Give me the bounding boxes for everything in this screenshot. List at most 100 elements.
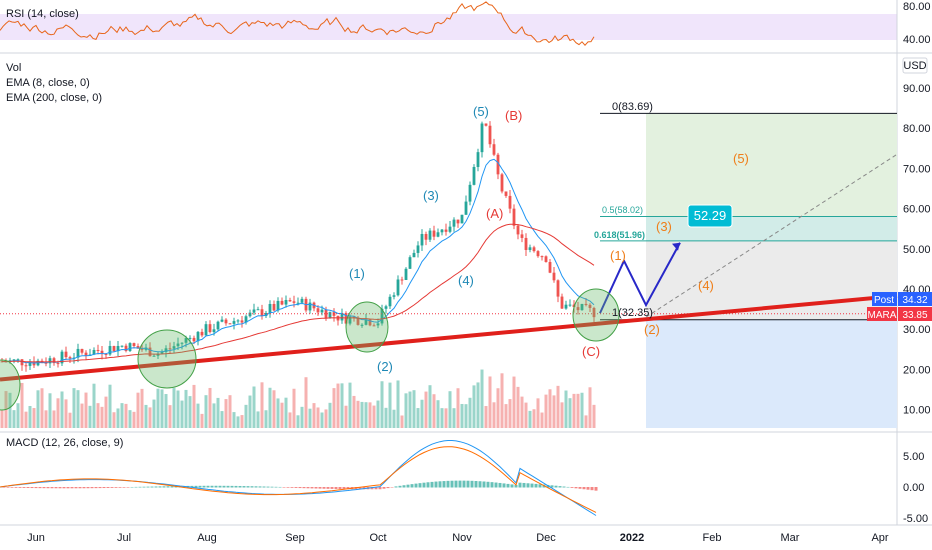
highlight-ellipse	[0, 359, 21, 411]
candle-body	[84, 352, 88, 356]
volume-bar	[356, 400, 360, 428]
volume-bar	[20, 382, 24, 428]
volume-bar	[244, 404, 248, 428]
macd-histogram-bar	[258, 486, 262, 488]
candle-body	[120, 345, 124, 347]
candle-body	[552, 272, 556, 281]
x-tick-label: Jul	[117, 532, 131, 544]
volume-bar	[184, 389, 188, 428]
axes: 90.00 80.00 70.00 60.00 50.00 40.00 30.00 20.00…	[27, 1, 930, 544]
volume-bar	[500, 373, 504, 428]
macd-histogram-bar	[6, 487, 10, 488]
macd-histogram-bar	[374, 487, 378, 490]
volume-bar	[336, 383, 340, 428]
wave-blue-4: (4)	[458, 273, 474, 288]
candle-body	[320, 309, 324, 313]
volume-bar	[564, 390, 568, 428]
macd-histogram-bar	[590, 487, 594, 491]
volume-bar	[372, 405, 376, 428]
volume-bar	[236, 416, 240, 428]
macd-histogram-bar	[442, 481, 446, 488]
candle-body	[448, 226, 452, 232]
volume-bar	[408, 391, 412, 428]
macd-histogram-bar	[90, 487, 94, 489]
macd-histogram-bar	[578, 487, 582, 489]
volume-bar	[208, 387, 212, 428]
wave-blue-1: (1)	[349, 266, 365, 281]
candle-body	[428, 230, 432, 240]
macd-histogram-bar	[234, 485, 238, 488]
candle-body	[212, 329, 216, 333]
macd-histogram-bar	[46, 487, 50, 489]
macd-histogram-bar	[282, 487, 286, 488]
macd-histogram-bar	[150, 486, 154, 488]
volume-bar	[216, 397, 220, 428]
macd-histogram-bar	[218, 485, 222, 488]
volume-bar	[560, 402, 564, 428]
volume-bar	[484, 406, 488, 428]
volume-bar	[428, 385, 432, 428]
wave-blue-3: (3)	[423, 188, 439, 203]
volume-bar	[476, 382, 480, 428]
post-value: 34.32	[902, 295, 927, 306]
volume-bar	[464, 404, 468, 428]
candle-body	[132, 343, 136, 347]
volume-bar	[240, 415, 244, 428]
volume-bar	[580, 392, 584, 428]
wave-orange-3: (3)	[656, 219, 672, 234]
candle-body	[440, 229, 444, 233]
macd-histogram-bar	[398, 485, 402, 488]
macd-histogram-bar	[254, 486, 258, 488]
candle-body	[324, 309, 328, 319]
candle-body	[372, 325, 376, 327]
volume-bar	[316, 407, 320, 428]
candle-body	[164, 348, 168, 352]
candle-body	[328, 312, 332, 319]
volume-bar	[252, 386, 256, 428]
macd-histogram-bar	[10, 487, 14, 488]
macd-histogram-bar	[306, 487, 310, 489]
candle-body	[260, 309, 264, 317]
currency-badge[interactable]	[902, 57, 928, 74]
candle-body	[12, 359, 16, 361]
candle-body	[584, 303, 588, 305]
macd-histogram-bar	[574, 487, 578, 489]
volume-bar	[48, 393, 52, 428]
macd-histogram-bar	[246, 486, 250, 488]
volume-bar	[416, 408, 420, 428]
candle-body	[376, 323, 380, 326]
candle-body	[272, 303, 276, 311]
candle-body	[160, 351, 164, 354]
volume-bar	[480, 369, 484, 428]
volume-bar	[96, 403, 100, 428]
macd-legend: MACD (12, 26, close, 9)	[6, 437, 123, 449]
candle-body	[408, 257, 412, 269]
macd-histogram-bar	[434, 481, 438, 488]
volume-bar	[160, 389, 164, 428]
macd-histogram-bar	[146, 486, 150, 488]
volume-bar	[268, 387, 272, 428]
macd-histogram-bar	[110, 487, 114, 488]
macd-histogram-bar	[406, 484, 410, 488]
volume-bar	[40, 388, 44, 428]
macd-histogram-bar	[86, 487, 90, 489]
volume-bar	[300, 406, 304, 428]
volume-bar	[568, 398, 572, 428]
macd-histogram-bar	[202, 485, 206, 488]
candle-body	[92, 349, 96, 355]
volume-bar	[504, 404, 508, 428]
x-tick-label: Jun	[27, 532, 45, 544]
candle-body	[460, 214, 464, 224]
volume-bar	[584, 415, 588, 428]
y-tick-label: 30.00	[903, 324, 931, 336]
volume-bar	[176, 390, 180, 428]
volume-bar	[380, 381, 384, 428]
candle-body	[256, 309, 260, 311]
candle-body	[240, 320, 244, 323]
macd-histogram-bar	[118, 487, 122, 488]
macd-histogram-bar	[54, 487, 58, 489]
macd-histogram-bar	[494, 482, 498, 488]
volume-bar	[364, 402, 368, 428]
candle-body	[432, 230, 436, 237]
volume-bar	[532, 409, 536, 428]
